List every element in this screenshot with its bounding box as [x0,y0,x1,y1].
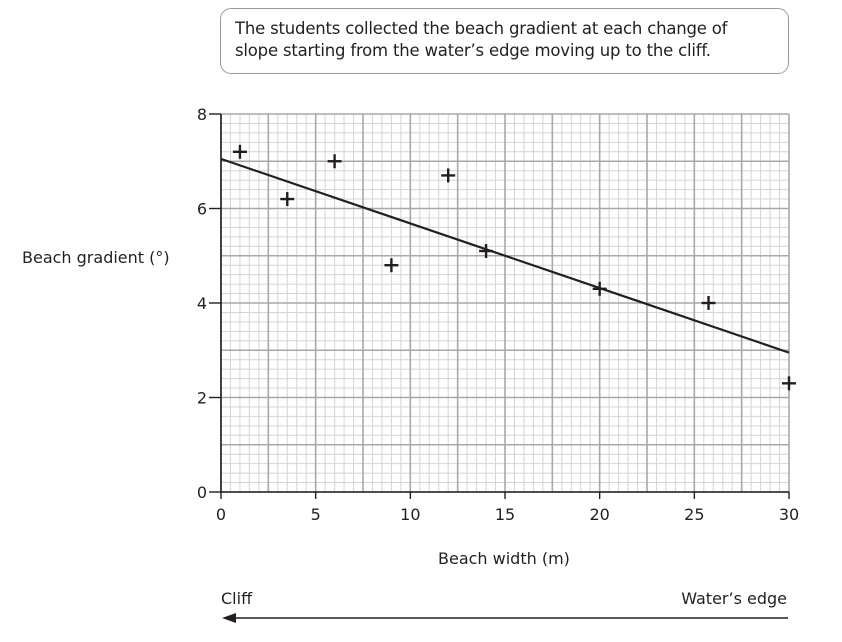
plus-marker-icon [782,376,796,391]
plus-marker-icon [280,192,295,207]
data-points [232,144,796,391]
x-tick-label: 25 [684,505,704,524]
plus-marker-icon [701,296,716,310]
y-tick-label: 8 [197,105,207,124]
y-tick-label: 6 [197,200,207,219]
best-fit-line-path [220,157,790,354]
plus-marker-icon [592,281,607,296]
x-tick-label: 5 [311,505,321,524]
callout-line-1: The students collected the beach gradien… [235,19,728,38]
plus-marker-icon [232,144,247,159]
y-axis-label: Beach gradient (°) [22,248,170,267]
plus-marker-icon [327,154,342,169]
x-tick-label: 20 [589,505,609,524]
plus-marker-icon [384,258,399,273]
best-fit-line [220,157,790,354]
axis-ticks: 0 5 10 15 20 25 30 0 2 4 6 8 [197,105,799,524]
x-axis-label: Beach width (m) [438,549,570,568]
x-tick-label: 30 [779,505,799,524]
cliff-label: Cliff [221,589,253,608]
waters-edge-label: Water’s edge [681,589,787,608]
arrow-left-icon [222,613,236,623]
plus-marker-icon [441,168,456,183]
plus-marker-icon [479,244,494,259]
instruction-callout: The students collected the beach gradien… [220,8,789,74]
y-tick-label: 4 [197,294,207,313]
x-tick-label: 0 [216,505,226,524]
callout-line-2: slope starting from the water’s edge mov… [235,41,711,60]
y-tick-label: 2 [197,389,207,408]
direction-arrow [222,613,788,623]
x-tick-label: 15 [495,505,515,524]
y-tick-label: 0 [197,483,207,502]
x-tick-label: 10 [400,505,420,524]
